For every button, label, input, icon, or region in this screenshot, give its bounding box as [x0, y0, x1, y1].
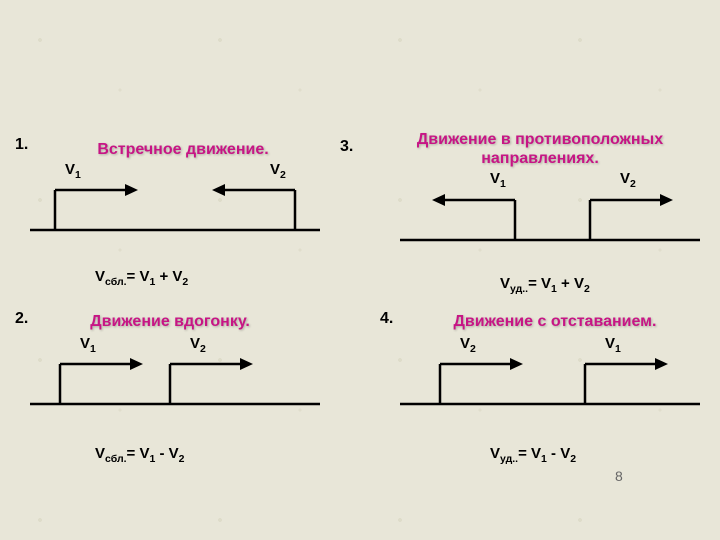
panel-1-diagram: [30, 180, 320, 240]
panel-4-v1: V2: [460, 335, 476, 355]
panel-4-v2: V1: [605, 335, 621, 355]
panel-1-title: Встречное движение.: [58, 140, 308, 159]
panel-4-number: 4.: [380, 310, 393, 328]
panel-2-v2: V2: [190, 335, 206, 355]
page-number: 8: [615, 468, 623, 484]
panel-2-v1: V1: [80, 335, 96, 355]
panel-4-title: Движение с отставанием.: [410, 312, 700, 331]
panel-2-number: 2.: [15, 310, 28, 328]
panel-1-v2: V2: [270, 161, 286, 181]
panel-3-title: Движение в противоположных направлениях.: [370, 130, 710, 168]
panel-1-number: 1.: [15, 136, 28, 154]
panel-2-formula: Vсбл.= V1 - V2: [95, 445, 185, 465]
panel-2-diagram: [30, 354, 320, 414]
panel-1-v1: V1: [65, 161, 81, 181]
panel-4-formula: Vуд..= V1 - V2: [490, 445, 576, 465]
panel-1-formula: Vсбл.= V1 + V2: [95, 268, 188, 288]
panel-3-diagram: [400, 190, 700, 250]
panel-3-formula: Vуд..= V1 + V2: [500, 275, 590, 295]
panel-4-diagram: [400, 354, 700, 414]
panel-3-v2: V2: [620, 170, 636, 190]
panel-2-title: Движение вдогонку.: [45, 312, 295, 331]
panel-3-v1: V1: [490, 170, 506, 190]
panel-3-number: 3.: [340, 138, 353, 156]
